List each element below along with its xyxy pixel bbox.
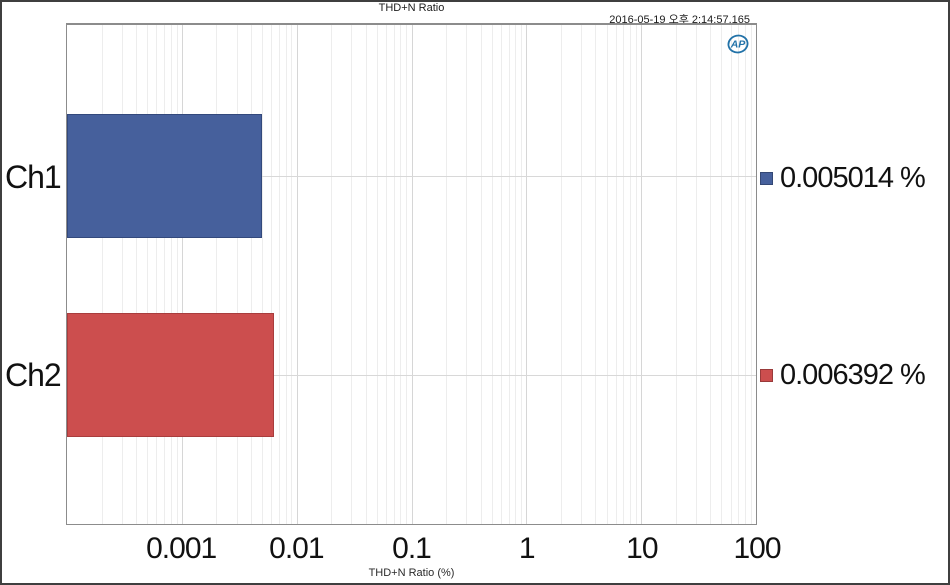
x-axis-ticks: 0.001 0.01 0.1 1 10 100: [66, 532, 781, 570]
minor-gridline: [515, 25, 517, 524]
legend-entry-ch1: 0.005014 %: [760, 161, 926, 194]
minor-gridline: [250, 25, 252, 524]
minor-gridline: [164, 25, 166, 524]
minor-gridline: [560, 25, 562, 524]
minor-gridline: [615, 25, 617, 524]
minor-gridline: [176, 25, 178, 524]
major-gridline: [296, 25, 298, 524]
minor-gridline: [744, 25, 746, 524]
minor-gridline: [376, 25, 378, 524]
legend-value-ch2: 0.006392 %: [780, 358, 926, 391]
minor-gridline: [630, 25, 632, 524]
minor-gridline: [721, 25, 723, 524]
minor-gridline: [365, 25, 367, 524]
minor-gridline: [480, 25, 482, 524]
x-tick-label: 10: [626, 532, 658, 565]
minor-gridline: [500, 25, 502, 524]
horizontal-gridline: [67, 375, 756, 377]
minor-gridline: [262, 25, 264, 524]
minor-gridline: [695, 25, 697, 524]
minor-gridline: [738, 25, 740, 524]
minor-gridline: [156, 25, 158, 524]
x-axis-title: THD+N Ratio (%): [368, 567, 455, 579]
horizontal-gridline: [67, 175, 756, 177]
x-tick-label: 100: [733, 532, 781, 565]
minor-gridline: [446, 25, 448, 524]
minor-gridline: [466, 25, 468, 524]
minor-gridline: [147, 25, 149, 524]
minor-gridline: [606, 25, 608, 524]
minor-gridline: [730, 25, 732, 524]
minor-gridline: [623, 25, 625, 524]
bar-ch2: [67, 313, 275, 437]
minor-gridline: [595, 25, 597, 524]
minor-gridline: [508, 25, 510, 524]
minor-gridline: [521, 25, 523, 524]
minor-gridline: [386, 25, 388, 524]
minor-gridline: [491, 25, 493, 524]
x-tick-label: 0.01: [269, 532, 324, 565]
major-gridline: [181, 25, 183, 524]
major-gridline: [526, 25, 528, 524]
minor-gridline: [170, 25, 172, 524]
minor-gridline: [635, 25, 637, 524]
legend-entry-ch2: 0.006392 %: [760, 358, 926, 391]
legend-marker-ch2: [760, 368, 773, 382]
minor-gridline: [216, 25, 218, 524]
minor-gridline: [236, 25, 238, 524]
minor-gridline: [271, 25, 273, 524]
minor-gridline: [406, 25, 408, 524]
minor-gridline: [285, 25, 287, 524]
chart-title: THD+N Ratio: [378, 2, 445, 14]
x-tick-label: 0.1: [392, 532, 432, 565]
minor-gridline: [750, 25, 752, 524]
minor-gridline: [291, 25, 293, 524]
minor-gridline: [710, 25, 712, 524]
minor-gridline: [400, 25, 402, 524]
major-gridline: [641, 25, 643, 524]
minor-gridline: [331, 25, 333, 524]
minor-gridline: [136, 25, 138, 524]
x-tick-label: 0.001: [146, 532, 217, 565]
minor-gridline: [581, 25, 583, 524]
bar-ch1: [67, 114, 263, 238]
legend-marker-ch1: [760, 171, 773, 185]
minor-gridline: [121, 25, 123, 524]
major-gridline: [411, 25, 413, 524]
plot-area: AP: [66, 23, 757, 525]
minor-gridline: [351, 25, 353, 524]
category-label-ch1: Ch1: [5, 159, 62, 195]
ap-logo-icon: AP: [727, 34, 749, 54]
minor-gridline: [101, 25, 103, 524]
minor-gridline: [393, 25, 395, 524]
legend-value-ch1: 0.005014 %: [780, 161, 926, 194]
category-label-ch2: Ch2: [5, 357, 62, 393]
minor-gridline: [278, 25, 280, 524]
svg-text:AP: AP: [730, 39, 747, 51]
x-tick-label: 1: [518, 532, 536, 565]
minor-gridline: [675, 25, 677, 524]
